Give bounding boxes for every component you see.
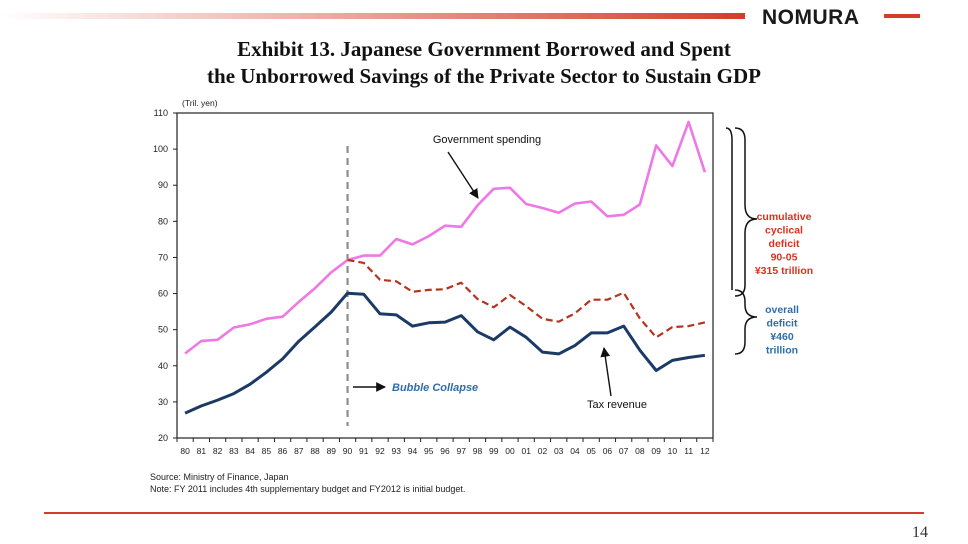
x-tick-label: 91: [359, 446, 369, 456]
tax-revenue-arrow: [600, 347, 612, 397]
x-tick-label: 00: [505, 446, 515, 456]
header-rule: [0, 13, 745, 19]
x-tick-label: 98: [473, 446, 483, 456]
x-tick-label: 05: [586, 446, 596, 456]
x-tick-label: 82: [213, 446, 223, 456]
government-spending-arrow: [447, 151, 479, 199]
footer-rule: [44, 512, 924, 514]
overall-deficit-annotation: deficit: [767, 318, 798, 330]
x-tick-label: 80: [180, 446, 190, 456]
x-tick-label: 01: [521, 446, 531, 456]
y-axis-unit-label: (Tril. yen): [182, 98, 218, 108]
x-tick-label: 12: [700, 446, 710, 456]
x-tick-label: 07: [619, 446, 629, 456]
tax-revenue-label: Tax revenue: [587, 399, 647, 411]
x-tick-label: 09: [651, 446, 661, 456]
title-line-2: the Unborrowed Savings of the Private Se…: [207, 64, 761, 88]
x-tick-label: 08: [635, 446, 645, 456]
government-spending-label: Government spending: [433, 134, 541, 146]
x-tick-label: 83: [229, 446, 239, 456]
x-tick-label: 99: [489, 446, 499, 456]
y-tick-label: 100: [153, 144, 168, 154]
x-tick-label: 96: [440, 446, 450, 456]
bubble-collapse-label: Bubble Collapse: [392, 382, 478, 394]
cyclical-deficit-annotation: cyclical: [765, 225, 803, 237]
y-tick-label: 90: [158, 180, 168, 190]
nomura-logo: NOMURA: [762, 6, 860, 29]
x-tick-label: 06: [603, 446, 613, 456]
x-tick-label: 92: [375, 446, 385, 456]
government-spending-line: [184, 120, 707, 355]
page-number: 14: [912, 524, 928, 541]
x-tick-label: 94: [408, 446, 418, 456]
y-tick-label: 60: [158, 289, 168, 299]
x-tick-label: 90: [343, 446, 353, 456]
x-tick-label: 88: [310, 446, 320, 456]
x-tick-label: 02: [538, 446, 548, 456]
source-note: Source: Ministry of Finance, Japan: [150, 472, 289, 482]
x-tick-label: 87: [294, 446, 304, 456]
page-title: Exhibit 13. Japanese Government Borrowed…: [0, 36, 968, 90]
cyclical-deficit-annotation: ¥315 trillion: [755, 265, 813, 277]
x-tick-label: 86: [278, 446, 288, 456]
x-tick-label: 95: [424, 446, 434, 456]
cyclical-deficit-annotation: deficit: [769, 238, 800, 250]
x-tick-label: 85: [262, 446, 272, 456]
logo-accent-bar: [884, 14, 920, 18]
x-tick-label: 97: [457, 446, 467, 456]
y-tick-label: 40: [158, 361, 168, 371]
x-tick-label: 93: [392, 446, 402, 456]
x-tick-label: 89: [327, 446, 337, 456]
y-tick-label: 30: [158, 397, 168, 407]
x-tick-label: 84: [245, 446, 255, 456]
y-tick-label: 80: [158, 216, 168, 226]
tax-revenue-line: [184, 291, 706, 415]
x-tick-label: 81: [197, 446, 207, 456]
overall-deficit-annotation: ¥460: [770, 331, 794, 343]
y-tick-label: 50: [158, 325, 168, 335]
cyclical-revenue-line: [347, 258, 706, 339]
title-line-1: Exhibit 13. Japanese Government Borrowed…: [237, 37, 731, 61]
overall-deficit-annotation: overall: [765, 304, 799, 316]
y-tick-label: 110: [154, 108, 168, 118]
y-tick-label: 20: [158, 433, 168, 443]
overall-deficit-brace: [734, 289, 758, 355]
x-tick-label: 03: [554, 446, 564, 456]
footnote: Note: FY 2011 includes 4th supplementary…: [150, 484, 466, 494]
x-tick-label: 11: [684, 446, 693, 456]
x-tick-label: 10: [668, 446, 678, 456]
cyclical-deficit-annotation: 90-05: [771, 252, 798, 264]
overall-deficit-annotation: trillion: [766, 345, 798, 357]
y-tick-label: 70: [158, 252, 168, 262]
brace-guide-outer: [725, 127, 733, 290]
x-tick-label: 04: [570, 446, 580, 456]
plot-frame: [176, 112, 714, 439]
cyclical-deficit-brace: [734, 127, 758, 297]
cyclical-deficit-annotation: cumulative: [757, 211, 812, 223]
